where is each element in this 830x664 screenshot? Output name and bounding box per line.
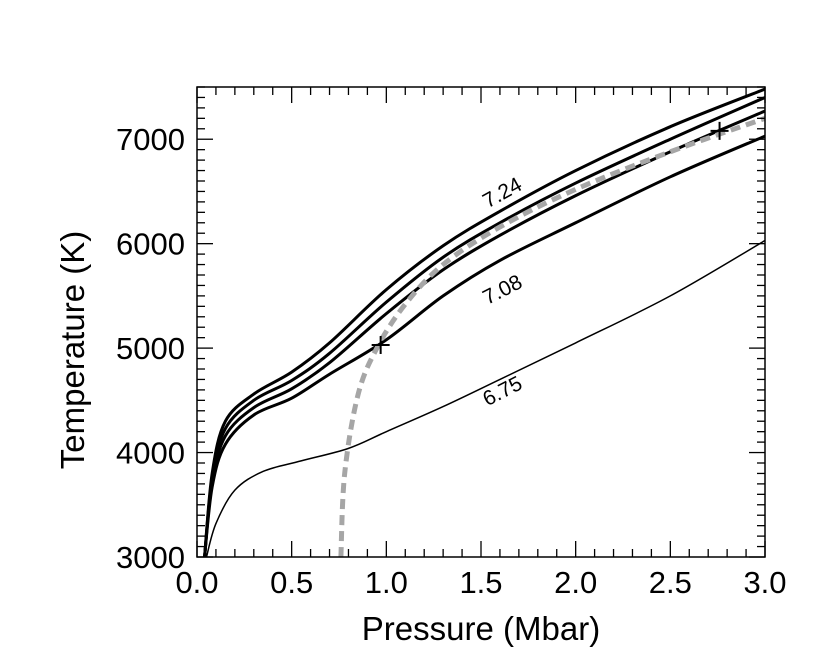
tick-labels-layer: 0.0 0.5 1.0 1.5 2.0 2.5 3.0 3000 4000 5000 6000 700… xyxy=(116,122,787,600)
plot-frame xyxy=(196,86,766,558)
curves-layer xyxy=(203,87,765,557)
y-axis-title: Temperature (K) xyxy=(54,231,91,469)
plus-marker-2 xyxy=(710,121,729,140)
series-line-7-12 xyxy=(203,109,765,557)
x-tick-label: 3.0 xyxy=(743,565,786,600)
x-tick-label: 0.5 xyxy=(270,565,313,600)
y-tick-label: 6000 xyxy=(116,227,185,262)
markers-layer xyxy=(371,121,729,354)
x-tick-label: 2.5 xyxy=(649,565,692,600)
y-tick-label: 7000 xyxy=(116,122,185,157)
series-line-boundary xyxy=(338,115,765,557)
y-tick-label: 3000 xyxy=(116,540,185,575)
y-tick-label: 4000 xyxy=(116,436,185,471)
y-tick-label: 5000 xyxy=(116,331,185,366)
x-axis-title: Pressure (Mbar) xyxy=(362,610,600,647)
x-tick-label: 2.0 xyxy=(554,565,597,600)
x-tick-label: 0.0 xyxy=(175,565,218,600)
series-line-7-16 xyxy=(203,96,765,557)
series-line-7-08 xyxy=(203,134,765,557)
x-tick-label: 1.5 xyxy=(459,565,502,600)
series-line-7-24 xyxy=(203,87,765,557)
series-line-6-75 xyxy=(205,239,765,557)
x-tick-label: 1.0 xyxy=(365,565,408,600)
plus-marker-1 xyxy=(371,335,390,354)
